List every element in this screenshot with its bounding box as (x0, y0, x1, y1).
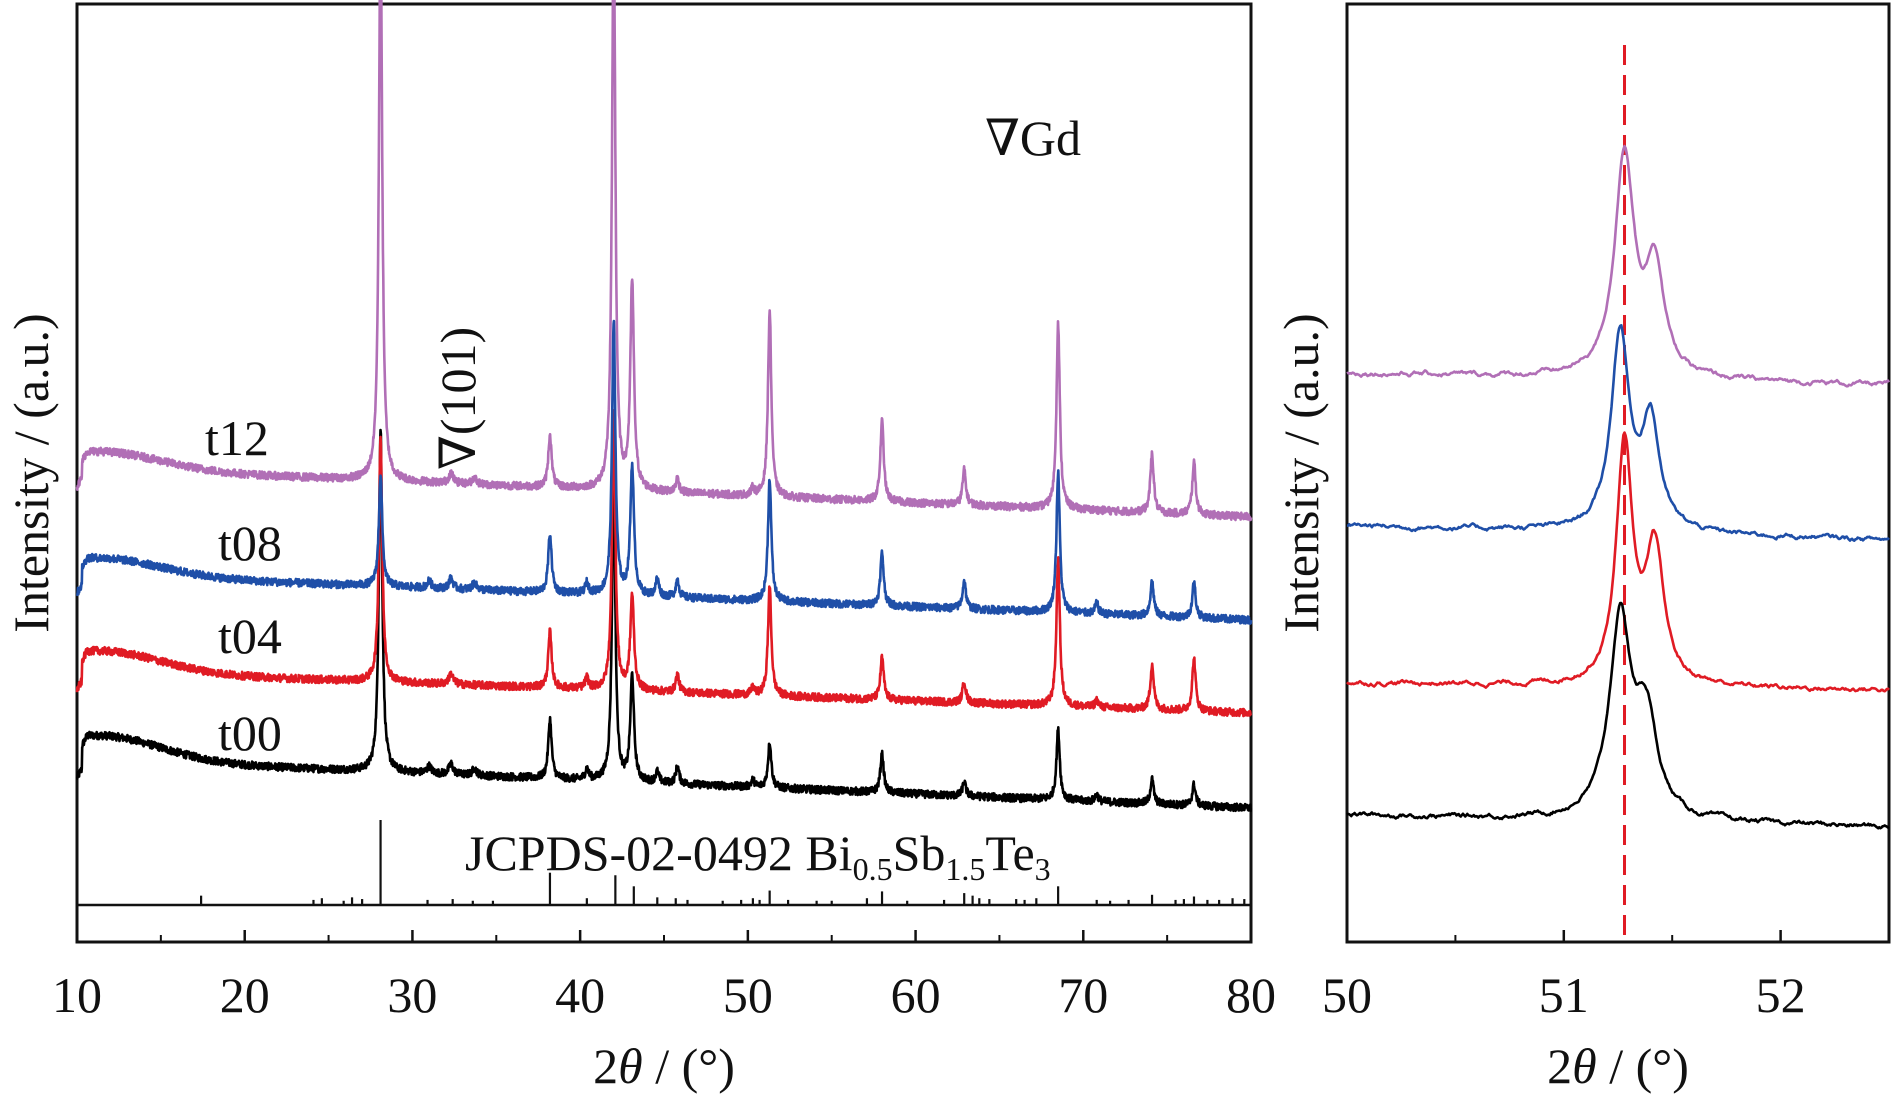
main-x-tick-label: 10 (52, 967, 102, 1023)
gd-annotation: ∇Gd (985, 110, 1081, 166)
series-label-t12: t12 (205, 410, 269, 466)
zoom-x-ticks: 50 51 52 (1322, 930, 1806, 1023)
reference-lines (200, 820, 1246, 905)
main-x-tick-label: 70 (1058, 967, 1108, 1023)
reference-card-label: JCPDS-02-0492 Bi0.5Sb1.5Te3 (465, 825, 1051, 887)
zoom-series-line-t04 (1346, 431, 1890, 693)
zoom-series-line-t08 (1346, 324, 1890, 542)
zoom-series-line-t12 (1346, 144, 1891, 388)
main-x-tick-label: 30 (387, 967, 437, 1023)
main-x-tick-label: 40 (555, 967, 605, 1023)
xrd-zoom-panel: 50 51 52 2θ / (°) Intensity / (a.u.) (1273, 2, 1891, 1094)
zoom-curves (1346, 144, 1891, 830)
series-label-t04: t04 (218, 608, 282, 664)
zoom-x-tick-label: 51 (1539, 967, 1589, 1023)
zoom-series-line-t00 (1346, 601, 1890, 830)
zoom-x-tick-label: 50 (1322, 967, 1372, 1023)
xrd-main-panel: 10 20 30 40 50 60 70 80 2θ / (°) Intensity / (a… (3, 0, 1276, 1094)
series-line-t12 (75, 0, 1253, 522)
series-line-t00 (75, 428, 1253, 813)
main-x-tick-label: 50 (723, 967, 773, 1023)
series-label-t08: t08 (218, 515, 282, 571)
main-x-tick-label: 80 (1226, 967, 1276, 1023)
zoom-y-axis-label: Intensity / (a.u.) (1273, 313, 1329, 632)
series-label-t00: t00 (218, 705, 282, 761)
main-x-axis-label: 2θ / (°) (593, 1038, 735, 1094)
main-x-ticks: 10 20 30 40 50 60 70 80 (52, 930, 1276, 1023)
zoom-x-tick-label: 52 (1756, 967, 1806, 1023)
zoom-plot-frame (1345, 2, 1891, 944)
main-y-axis-label: Intensity / (a.u.) (3, 313, 59, 632)
main-x-tick-label: 60 (891, 967, 941, 1023)
series-line-t08 (75, 319, 1253, 625)
series-labels: t00 t04 t08 t12 (205, 410, 282, 761)
hkl-101-annotation: ∇(101) (430, 327, 486, 470)
zoom-x-axis-label: 2θ / (°) (1547, 1038, 1689, 1094)
main-x-tick-label: 20 (220, 967, 270, 1023)
series-line-t04 (75, 409, 1252, 718)
main-curves (75, 0, 1253, 813)
